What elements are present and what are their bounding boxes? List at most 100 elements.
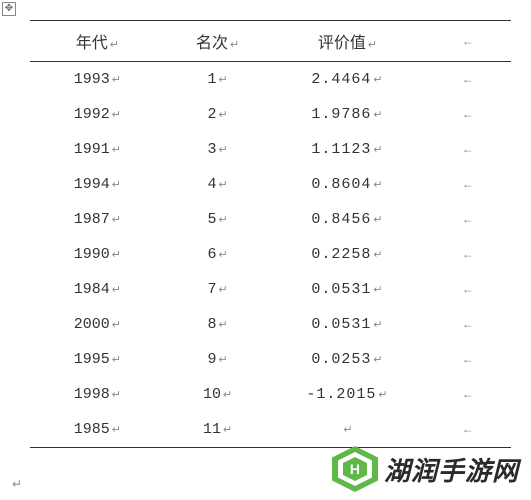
rank-value: 7: [207, 281, 216, 298]
para-mark-icon: ↵: [112, 424, 121, 436]
para-mark-icon: ↵: [373, 214, 383, 226]
row-end-icon: ←: [462, 107, 474, 121]
para-mark-icon: ↵: [373, 179, 383, 191]
eval-value: 0.2258: [311, 246, 371, 263]
table-row: 1992↵ 2↵1.9786↵ ←: [30, 97, 511, 132]
para-mark-icon: ↵: [112, 319, 121, 331]
row-end-icon: ←: [462, 317, 474, 331]
year-value: 1998: [74, 386, 110, 403]
table-row: 2000↵8↵0.0531↵←: [30, 307, 511, 342]
header-end: ←: [424, 21, 511, 62]
table-row: 1991↵3↵1.1123↵←: [30, 132, 511, 167]
cell-value: 2.4464↵: [270, 62, 424, 98]
cell-rank: 7↵: [165, 272, 271, 307]
para-mark-icon: ↵: [230, 39, 239, 51]
cell-value: ↵: [270, 412, 424, 448]
watermark-logo-icon: H: [332, 446, 378, 492]
para-mark-icon: ↵: [373, 144, 383, 156]
row-end-icon: ←: [462, 142, 474, 156]
rank-value: 4: [207, 176, 216, 193]
para-mark-icon: ↵: [218, 179, 227, 191]
table-body: 1993↵1↵2.4464↵←1992↵2↵1.9786↵←1991↵3↵1.1…: [30, 62, 511, 448]
cell-rank: 6↵: [165, 237, 271, 272]
eval-value: 0.8604: [311, 176, 371, 193]
ranking-table: 年代↵ 名次↵ 评价值↵ ← 1993↵1↵2.4464↵←1992↵2↵1.9…: [30, 20, 511, 448]
cell-year: 1985↵: [30, 412, 165, 448]
row-end-icon: ←: [462, 282, 474, 296]
table-container: 年代↵ 名次↵ 评价值↵ ← 1993↵1↵2.4464↵←1992↵2↵1.9…: [30, 20, 511, 448]
table-row: 1993↵1↵2.4464↵←: [30, 62, 511, 98]
rank-value: 10: [203, 386, 221, 403]
para-mark-icon: ↵: [223, 424, 232, 436]
para-mark-icon: ↵: [112, 74, 121, 86]
cell-value: 1.9786↵: [270, 97, 424, 132]
rank-value: 1: [207, 71, 216, 88]
cell-value: 0.0253↵: [270, 342, 424, 377]
year-value: 1984: [74, 281, 110, 298]
cell-value: 0.8456↵: [270, 202, 424, 237]
row-end-icon: ←: [462, 72, 474, 86]
para-mark-icon: ↵: [110, 39, 119, 51]
year-value: 1991: [74, 141, 110, 158]
para-mark-icon: ↵: [373, 284, 383, 296]
row-end-icon: ←: [462, 422, 474, 436]
rank-value: 9: [207, 351, 216, 368]
rank-value: 11: [203, 421, 221, 438]
cell-end: ←: [424, 167, 511, 202]
para-mark-icon: ↵: [218, 144, 227, 156]
cell-end: ←: [424, 272, 511, 307]
year-value: 1994: [74, 176, 110, 193]
para-mark-icon: ↵: [378, 389, 388, 401]
table-header-row: 年代↵ 名次↵ 评价值↵ ←: [30, 21, 511, 62]
rank-value: 8: [207, 316, 216, 333]
row-end-icon: ←: [462, 387, 474, 401]
row-end-icon: ←: [462, 247, 474, 261]
rank-value: 2: [207, 106, 216, 123]
eval-value: 0.0253: [311, 351, 371, 368]
cell-year: 1998↵: [30, 377, 165, 412]
rank-value: 5: [207, 211, 216, 228]
para-mark-icon: ↵: [112, 109, 121, 121]
table-row: 1998↵10↵ -1.2015↵ ←: [30, 377, 511, 412]
year-value: 1985: [74, 421, 110, 438]
table-row: 1984↵7↵0.0531↵←: [30, 272, 511, 307]
eval-value: 1.1123: [311, 141, 371, 158]
eval-value: 0.0531: [311, 281, 371, 298]
cell-rank: 11↵: [165, 412, 271, 448]
year-value: 1992: [74, 106, 110, 123]
year-value: 1990: [74, 246, 110, 263]
cell-rank: 8↵: [165, 307, 271, 342]
year-value: 2000: [74, 316, 110, 333]
cell-rank: 10↵: [165, 377, 271, 412]
watermark: H 湖润手游网: [332, 446, 519, 492]
para-mark-icon: ↵: [373, 354, 383, 366]
cell-year: 1994↵: [30, 167, 165, 202]
year-value: 1993: [74, 71, 110, 88]
header-rank-label: 名次: [196, 35, 228, 52]
watermark-text: 湖润手游网: [384, 451, 519, 488]
para-mark-icon: ↵: [218, 354, 227, 366]
para-mark-icon: ↵: [373, 74, 383, 86]
rank-value: 6: [207, 246, 216, 263]
eval-value: -1.2015: [306, 386, 376, 403]
eval-value: 0.0531: [311, 316, 371, 333]
table-move-handle[interactable]: ✥: [2, 2, 16, 16]
row-end-icon: ←: [462, 34, 474, 48]
cell-rank: 1↵: [165, 62, 271, 98]
header-year-label: 年代: [76, 35, 108, 52]
para-mark-icon: ↵: [112, 144, 121, 156]
cell-end: ←: [424, 307, 511, 342]
cell-rank: 2↵: [165, 97, 271, 132]
para-mark-icon: ↵: [112, 249, 121, 261]
row-end-icon: ←: [462, 352, 474, 366]
para-mark-icon: ↵: [373, 319, 383, 331]
para-mark-icon: ↵: [368, 39, 377, 51]
para-mark-icon: ↵: [218, 319, 227, 331]
para-mark-icon: ↵: [112, 179, 121, 191]
cell-year: 1987↵: [30, 202, 165, 237]
rank-value: 3: [207, 141, 216, 158]
cell-rank: 9↵: [165, 342, 271, 377]
header-rank: 名次↵: [165, 21, 271, 62]
para-mark-icon: ↵: [218, 284, 227, 296]
cell-year: 1993↵: [30, 62, 165, 98]
